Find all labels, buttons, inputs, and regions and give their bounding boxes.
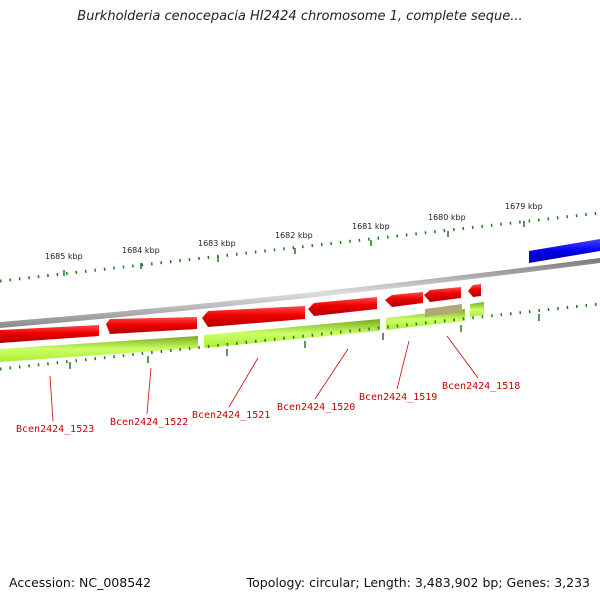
outer-tick-ring <box>0 211 600 283</box>
other-feature[interactable] <box>425 304 462 317</box>
label-leader <box>396 340 410 390</box>
genome-summary: Topology: circular; Length: 3,483,902 bp… <box>246 575 590 590</box>
reverse-gene-arrow[interactable] <box>308 297 377 316</box>
gene-labels: Bcen2424_1523 Bcen2424_1522 Bcen2424_152… <box>16 381 520 435</box>
label-leader <box>228 357 259 408</box>
accession-label: Accession: NC_008542 <box>9 575 152 590</box>
map-title: Burkholderia cenocepacia HI2424 chromoso… <box>77 9 523 24</box>
scale-labels: 1685 kbp 1684 kbp 1683 kbp 1682 kbp 1681… <box>45 202 543 261</box>
label-leader <box>146 367 152 415</box>
reverse-gene-arrow[interactable] <box>424 287 461 302</box>
genome-backbone <box>0 258 600 328</box>
label-leader <box>446 335 479 379</box>
reverse-gene-arrow[interactable] <box>385 292 423 307</box>
label-leaders <box>49 335 479 422</box>
inner-tick-ring <box>0 302 600 371</box>
cds-segment[interactable] <box>204 319 380 348</box>
gene-label[interactable]: Bcen2424_1522 <box>110 417 188 428</box>
cds-segment[interactable] <box>470 302 484 317</box>
scale-label: 1679 kbp <box>505 202 543 211</box>
scale-label: 1681 kbp <box>352 222 390 231</box>
reverse-genes <box>0 284 481 343</box>
gene-label[interactable]: Bcen2424_1521 <box>192 410 270 421</box>
reverse-gene-arrow[interactable] <box>468 284 481 297</box>
scale-label: 1683 kbp <box>198 239 236 248</box>
reverse-cds-track <box>0 302 484 362</box>
forward-gene[interactable] <box>529 239 600 263</box>
gene-label[interactable]: Bcen2424_1519 <box>359 392 437 403</box>
scale-label: 1682 kbp <box>275 231 313 240</box>
scale-label: 1684 kbp <box>122 246 160 255</box>
cds-segment[interactable] <box>0 336 198 362</box>
gene-label[interactable]: Bcen2424_1523 <box>16 424 94 435</box>
reverse-gene-arrow[interactable] <box>0 325 99 343</box>
gene-label[interactable]: Bcen2424_1520 <box>277 402 355 413</box>
scale-label: 1685 kbp <box>45 252 83 261</box>
label-leader <box>49 375 54 422</box>
scale-label: 1680 kbp <box>428 213 466 222</box>
label-leader <box>314 348 349 400</box>
gene-label[interactable]: Bcen2424_1518 <box>442 381 520 392</box>
reverse-gene-arrow[interactable] <box>106 317 197 334</box>
reverse-gene-arrow[interactable] <box>202 306 305 327</box>
